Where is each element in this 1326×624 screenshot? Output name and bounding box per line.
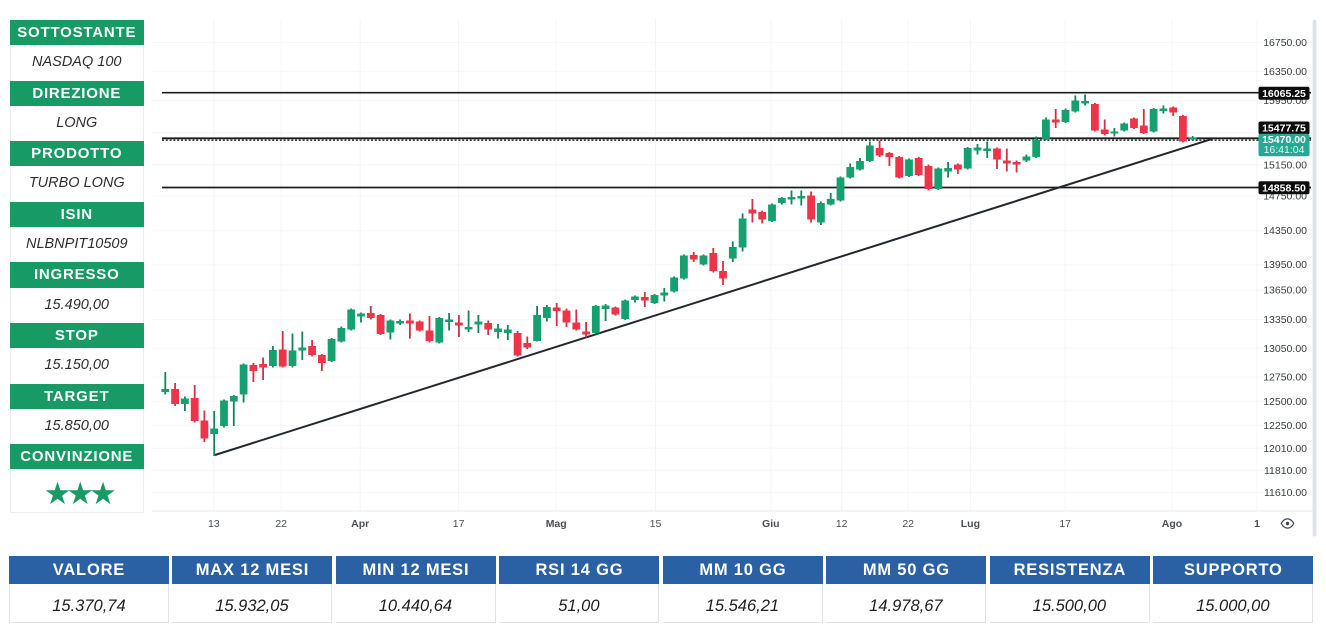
svg-text:Mag: Mag bbox=[546, 518, 567, 530]
svg-text:12010.00: 12010.00 bbox=[1263, 443, 1307, 455]
svg-text:Lug: Lug bbox=[961, 518, 980, 530]
svg-text:12250.00: 12250.00 bbox=[1263, 420, 1307, 432]
svg-text:13950.00: 13950.00 bbox=[1263, 259, 1307, 271]
svg-text:12750.00: 12750.00 bbox=[1263, 372, 1307, 384]
svg-text:11610.00: 11610.00 bbox=[1264, 487, 1307, 499]
svg-text:16350.00: 16350.00 bbox=[1263, 66, 1307, 78]
svg-text:17: 17 bbox=[453, 518, 465, 530]
svg-text:16:41:04: 16:41:04 bbox=[1264, 144, 1305, 156]
svg-text:13050.00: 13050.00 bbox=[1263, 343, 1307, 355]
svg-text:13: 13 bbox=[208, 518, 220, 530]
svg-text:13350.00: 13350.00 bbox=[1263, 314, 1307, 326]
svg-text:12: 12 bbox=[836, 518, 848, 530]
svg-text:16065.25: 16065.25 bbox=[1262, 88, 1306, 100]
svg-text:17: 17 bbox=[1059, 518, 1071, 530]
svg-text:22: 22 bbox=[275, 518, 287, 530]
svg-text:14858.50: 14858.50 bbox=[1262, 182, 1306, 194]
svg-text:Giu: Giu bbox=[762, 518, 780, 530]
svg-text:1: 1 bbox=[1254, 518, 1260, 530]
svg-text:22: 22 bbox=[902, 518, 914, 530]
svg-text:15: 15 bbox=[650, 518, 662, 530]
svg-text:15477.75: 15477.75 bbox=[1262, 123, 1306, 135]
svg-text:Apr: Apr bbox=[351, 518, 369, 530]
svg-text:15150.00: 15150.00 bbox=[1263, 159, 1307, 171]
svg-text:Ago: Ago bbox=[1162, 518, 1182, 530]
svg-text:16750.00: 16750.00 bbox=[1263, 37, 1307, 49]
svg-text:15470.00: 15470.00 bbox=[1262, 134, 1306, 146]
svg-text:12500.00: 12500.00 bbox=[1263, 396, 1307, 408]
svg-text:14350.00: 14350.00 bbox=[1263, 225, 1307, 237]
svg-text:13650.00: 13650.00 bbox=[1263, 285, 1307, 297]
svg-text:11810.00: 11810.00 bbox=[1264, 465, 1307, 477]
